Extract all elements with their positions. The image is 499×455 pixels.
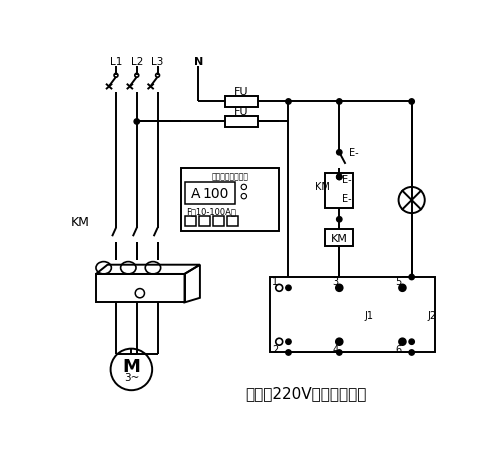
Text: 6: 6 bbox=[396, 344, 402, 354]
Bar bbox=[96, 274, 185, 303]
Circle shape bbox=[286, 339, 291, 344]
Text: 5: 5 bbox=[395, 276, 402, 286]
Bar bbox=[227, 217, 238, 227]
Text: 100: 100 bbox=[203, 187, 229, 201]
Text: N: N bbox=[194, 57, 203, 67]
Circle shape bbox=[409, 339, 414, 344]
Circle shape bbox=[409, 350, 414, 355]
Text: FU: FU bbox=[234, 106, 249, 116]
Text: E-: E- bbox=[342, 194, 351, 204]
Text: 电动机智能监控器: 电动机智能监控器 bbox=[212, 172, 249, 181]
Text: L3: L3 bbox=[151, 57, 164, 67]
Bar bbox=[199, 217, 210, 227]
Bar bbox=[185, 217, 196, 227]
Circle shape bbox=[337, 175, 342, 180]
Text: L2: L2 bbox=[131, 57, 143, 67]
Bar bbox=[325, 174, 353, 208]
Text: F（10-100A）: F（10-100A） bbox=[187, 207, 237, 216]
Circle shape bbox=[409, 275, 414, 280]
Text: 3: 3 bbox=[332, 276, 338, 286]
Text: L1: L1 bbox=[110, 57, 122, 67]
Circle shape bbox=[337, 285, 342, 291]
Circle shape bbox=[337, 175, 342, 180]
Circle shape bbox=[337, 339, 342, 344]
Text: KM: KM bbox=[71, 216, 90, 228]
Text: A: A bbox=[191, 187, 201, 201]
Text: J2: J2 bbox=[428, 310, 437, 320]
Circle shape bbox=[337, 350, 342, 355]
Bar bbox=[270, 278, 435, 353]
Circle shape bbox=[337, 150, 342, 156]
Circle shape bbox=[400, 339, 405, 344]
Text: FU: FU bbox=[234, 86, 249, 96]
Text: 分体（220V）一般接线图: 分体（220V）一般接线图 bbox=[246, 385, 367, 400]
Circle shape bbox=[400, 285, 405, 291]
Circle shape bbox=[286, 100, 291, 105]
Text: KM: KM bbox=[331, 233, 348, 243]
Circle shape bbox=[134, 120, 139, 125]
Bar bbox=[226, 117, 257, 127]
Text: J1: J1 bbox=[365, 310, 374, 320]
Bar bbox=[181, 168, 279, 231]
Circle shape bbox=[337, 217, 342, 222]
Bar bbox=[325, 230, 353, 247]
Text: 4: 4 bbox=[332, 344, 338, 354]
Text: E-: E- bbox=[348, 148, 358, 158]
Text: E-: E- bbox=[342, 175, 351, 185]
Text: M: M bbox=[122, 357, 140, 375]
Circle shape bbox=[337, 339, 342, 344]
Circle shape bbox=[409, 100, 414, 105]
Text: 2: 2 bbox=[272, 344, 278, 354]
Circle shape bbox=[286, 350, 291, 355]
Circle shape bbox=[286, 285, 291, 291]
Bar bbox=[213, 217, 224, 227]
Text: 3~: 3~ bbox=[124, 372, 139, 382]
Text: KM: KM bbox=[315, 182, 330, 192]
Circle shape bbox=[337, 100, 342, 105]
Text: 1: 1 bbox=[272, 276, 278, 286]
Bar bbox=[226, 97, 257, 108]
Bar bbox=[185, 183, 236, 204]
